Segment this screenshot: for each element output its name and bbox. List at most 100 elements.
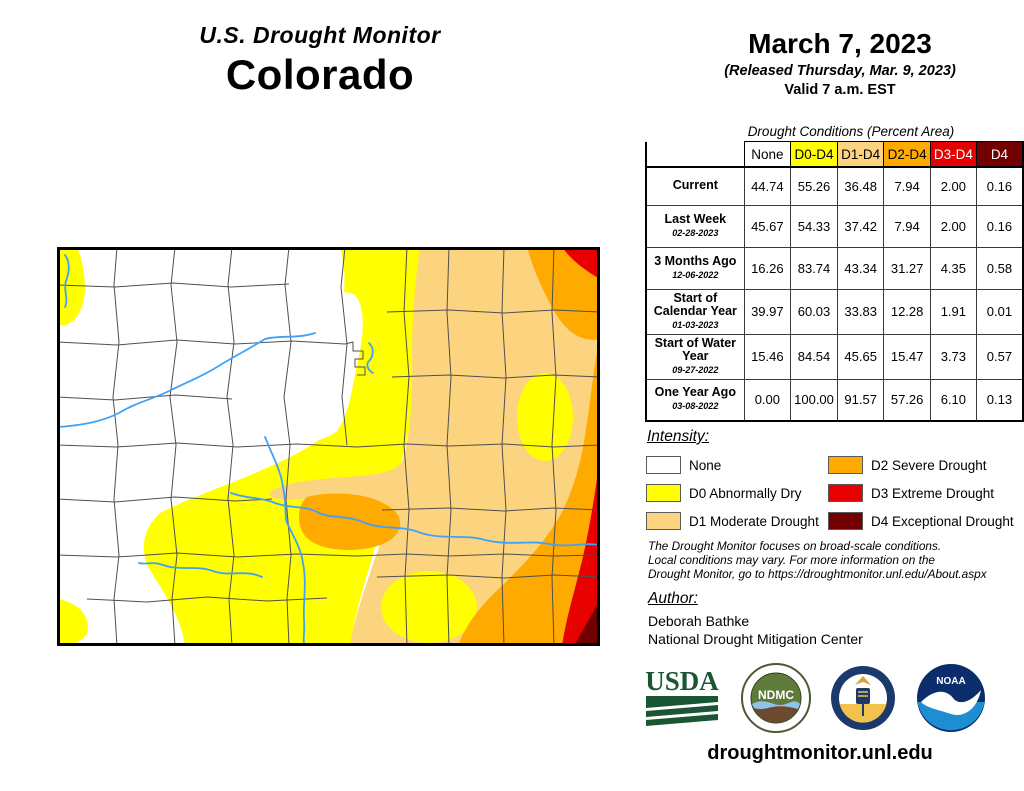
col-header-d1d4: D1-D4 (836, 141, 885, 168)
legend-swatch-d2 (828, 456, 863, 474)
cell-value: 39.97 (743, 288, 792, 335)
cell-value: 0.16 (975, 204, 1024, 248)
row-label: One Year Ago (654, 385, 736, 400)
report-title: U.S. Drought Monitor Colorado (60, 22, 580, 99)
col-header-d4: D4 (975, 141, 1024, 168)
cell-value: 7.94 (883, 166, 931, 206)
cell-value: 7.94 (883, 204, 931, 248)
usda-text: USDA (645, 666, 719, 696)
cell-value: 1.91 (929, 288, 977, 335)
table-header-row: None D0-D4 D1-D4 D2-D4 D3-D4 D4 (644, 141, 1024, 168)
table-corner-cell (644, 141, 745, 167)
map-region-none-denver-pocket (255, 291, 363, 444)
cell-value: 57.26 (883, 378, 931, 422)
table-row: Start of Calendar Year 01-03-2023 39.97 6… (644, 288, 1024, 335)
cell-value: 6.10 (929, 378, 977, 422)
legend-swatch-d0 (646, 484, 681, 502)
cell-value: 84.54 (790, 333, 838, 380)
cell-value: 36.48 (836, 166, 885, 206)
valid-time: Valid 7 a.m. EST (784, 82, 896, 98)
legend-item-d3: D3 Extreme Drought (828, 484, 1024, 502)
intensity-heading: Intensity: (647, 428, 710, 445)
ndmc-text: NDMC (758, 688, 794, 702)
legend-swatch-d4 (828, 512, 863, 530)
cell-value: 12.28 (883, 288, 931, 335)
row-date: 01-03-2023 (672, 319, 719, 330)
legend-item-none: None (646, 456, 828, 474)
table-row: Last Week 02-28-2023 45.67 54.33 37.42 7.… (644, 204, 1024, 248)
date-block: March 7, 2023 (Released Thursday, Mar. 9… (655, 28, 1024, 98)
report-date: March 7, 2023 (748, 28, 932, 59)
commerce-seal-logo (831, 666, 896, 730)
noaa-logo: NOAA (916, 664, 985, 732)
map-region-d1 (269, 247, 600, 646)
cell-value: 2.00 (929, 166, 977, 206)
row-label: Current (672, 178, 718, 193)
state-border (57, 247, 600, 646)
cell-value: 45.67 (743, 204, 792, 248)
row-label: Last Week (664, 211, 727, 226)
cell-value: 4.35 (929, 246, 977, 290)
cell-value: 54.33 (790, 204, 838, 248)
report-title-line1: U.S. Drought Monitor (199, 22, 441, 48)
report-title-state: Colorado (225, 51, 415, 98)
cell-value: 100.00 (790, 378, 838, 422)
colorado-drought-map (56, 246, 601, 647)
table-row: Start of Water Year 09-27-2022 15.46 84.5… (644, 333, 1024, 380)
col-header-d2d4: D2-D4 (883, 141, 931, 168)
row-date: 02-28-2023 (672, 227, 719, 238)
cell-value: 3.73 (929, 333, 977, 380)
row-date: 09-27-2022 (672, 364, 719, 375)
cell-value: 15.47 (883, 333, 931, 380)
cell-value: 0.57 (975, 333, 1024, 380)
author-organization: National Drought Mitigation Center (648, 631, 863, 647)
cell-value: 55.26 (790, 166, 838, 206)
county-boundaries (56, 246, 601, 647)
drought-conditions-table: None D0-D4 D1-D4 D2-D4 D3-D4 D4 Current … (644, 141, 1024, 422)
legend-item-d1: D1 Moderate Drought (646, 512, 828, 530)
noaa-text: NOAA (936, 676, 965, 687)
row-date: 03-08-2022 (672, 401, 719, 412)
rivers (58, 254, 599, 646)
col-header-d3d4: D3-D4 (929, 141, 977, 168)
map-region-d0-east-pocket (517, 373, 573, 461)
agency-logos: USDA NDMC NOAA (642, 662, 987, 734)
row-date: 12-06-2022 (672, 269, 719, 280)
cell-value: 15.46 (743, 333, 792, 380)
cell-value: 44.74 (743, 166, 792, 206)
cell-value: 37.42 (836, 204, 885, 248)
release-date: (Released Thursday, Mar. 9, 2023) (724, 63, 956, 79)
row-label: 3 Months Ago (654, 253, 737, 268)
intensity-legend: None D0 Abnormally Dry D1 Moderate Droug… (646, 451, 1024, 535)
legend-swatch-d3 (828, 484, 863, 502)
author-heading: Author: (648, 590, 698, 607)
cell-value: 0.16 (975, 166, 1024, 206)
table-title: Drought Conditions (Percent Area) (747, 124, 955, 139)
cell-value: 45.65 (836, 333, 885, 380)
ndmc-logo: NDMC (740, 663, 811, 733)
cell-value: 0.01 (975, 288, 1024, 335)
col-header-d0d4: D0-D4 (790, 141, 838, 168)
cell-value: 2.00 (929, 204, 977, 248)
footer-url: droughtmonitor.unl.edu (707, 742, 933, 764)
map-region-d2 (298, 247, 600, 646)
cell-value: 0.58 (975, 246, 1024, 290)
legend-item-d2: D2 Severe Drought (828, 456, 1024, 474)
map-region-d4 (574, 599, 600, 646)
cell-value: 31.27 (883, 246, 931, 290)
cell-value: 91.57 (836, 378, 885, 422)
cell-value: 16.26 (743, 246, 792, 290)
table-row: 3 Months Ago 12-06-2022 16.26 83.74 43.34… (644, 246, 1024, 290)
row-label: Start of Water Year (654, 335, 737, 363)
legend-item-d4: D4 Exceptional Drought (828, 512, 1024, 530)
cell-value: 0.00 (743, 378, 792, 422)
disclaimer-text: The Drought Monitor focuses on broad-sca… (648, 539, 987, 581)
cell-value: 43.34 (836, 246, 885, 290)
state-map-svg (56, 246, 601, 647)
usda-logo: USDA (645, 666, 719, 726)
map-region-d0-southeast-pocket (381, 571, 477, 643)
legend-swatch-d1 (646, 512, 681, 530)
cell-value: 0.13 (975, 378, 1024, 422)
col-header-none: None (743, 141, 792, 168)
